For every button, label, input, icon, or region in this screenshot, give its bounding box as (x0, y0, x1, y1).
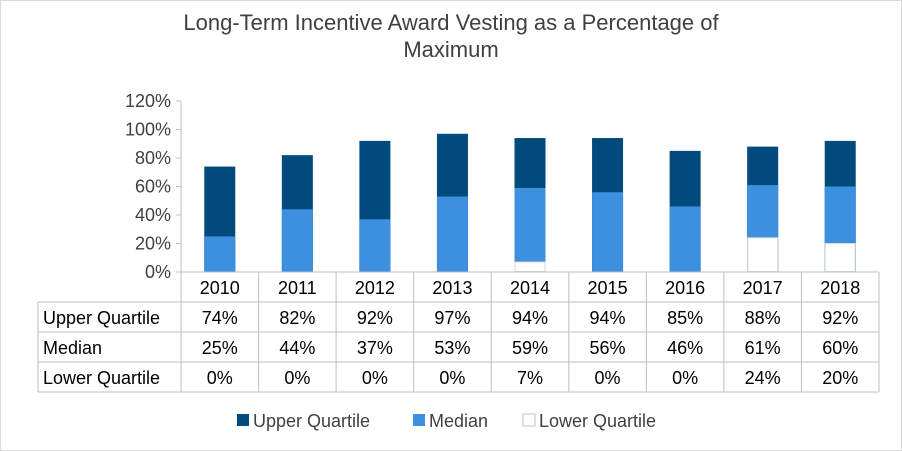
x-tick-label: 2018 (820, 278, 860, 298)
bar-median (436, 196, 468, 272)
legend-label: Median (429, 411, 488, 431)
data-label: 46% (667, 338, 703, 358)
x-tick-label: 2011 (278, 278, 317, 298)
data-label: 61% (745, 338, 781, 358)
y-tick-label: 80% (135, 148, 171, 168)
data-label: 0% (672, 368, 698, 388)
legend-swatch (413, 414, 425, 426)
x-tick-label: 2013 (432, 278, 472, 298)
legend-swatch (522, 413, 536, 427)
bar-median (592, 192, 624, 272)
data-label: 92% (357, 308, 393, 328)
data-label: 94% (590, 308, 626, 328)
table-row-label: Median (43, 338, 102, 358)
data-label: 25% (202, 338, 238, 358)
data-label: 85% (667, 308, 703, 328)
legend-label: Upper Quartile (253, 411, 370, 431)
data-label: 0% (439, 368, 465, 388)
x-tick-label: 2012 (355, 278, 395, 298)
table-row-label: Lower Quartile (43, 368, 160, 388)
data-label: 94% (512, 308, 548, 328)
x-tick-label: 2010 (200, 278, 240, 298)
data-label: 56% (590, 338, 626, 358)
x-tick-label: 2017 (743, 278, 783, 298)
data-label: 44% (279, 338, 315, 358)
y-tick-label: 20% (135, 234, 171, 254)
legend-swatch (237, 414, 249, 426)
x-tick-label: 2015 (588, 278, 628, 298)
legend-label: Lower Quartile (539, 411, 656, 431)
bar-lower-quartile (824, 243, 856, 272)
data-label: 7% (517, 368, 543, 388)
data-label: 37% (357, 338, 393, 358)
bar-median (359, 219, 391, 272)
bar-median (204, 236, 236, 272)
data-label: 53% (434, 338, 470, 358)
y-tick-label: 120% (125, 91, 171, 111)
data-label: 24% (745, 368, 781, 388)
data-label: 74% (202, 308, 238, 328)
bar-lower-quartile (514, 261, 546, 272)
data-label: 82% (279, 308, 315, 328)
chart-title-line-1: Long-Term Incentive Award Vesting as a P… (183, 10, 719, 35)
x-tick-label: 2014 (510, 278, 550, 298)
data-label: 0% (284, 368, 310, 388)
y-tick-label: 40% (135, 205, 171, 225)
data-label: 59% (512, 338, 548, 358)
chart-title-line-2: Maximum (403, 37, 499, 62)
bar-median (669, 206, 701, 272)
data-label: 97% (434, 308, 470, 328)
x-tick-label: 2016 (665, 278, 705, 298)
data-label: 92% (822, 308, 858, 328)
bar-median (514, 187, 546, 272)
table-row-label: Upper Quartile (43, 308, 160, 328)
bar-lower-quartile (747, 237, 779, 273)
y-tick-label: 60% (135, 177, 171, 197)
y-tick-label: 0% (145, 262, 171, 282)
data-label: 60% (822, 338, 858, 358)
y-tick-label: 100% (125, 120, 171, 140)
data-label: 20% (822, 368, 858, 388)
data-label: 0% (362, 368, 388, 388)
data-label: 0% (207, 368, 233, 388)
bar-median (281, 209, 313, 272)
data-label: 88% (745, 308, 781, 328)
data-label: 0% (595, 368, 621, 388)
